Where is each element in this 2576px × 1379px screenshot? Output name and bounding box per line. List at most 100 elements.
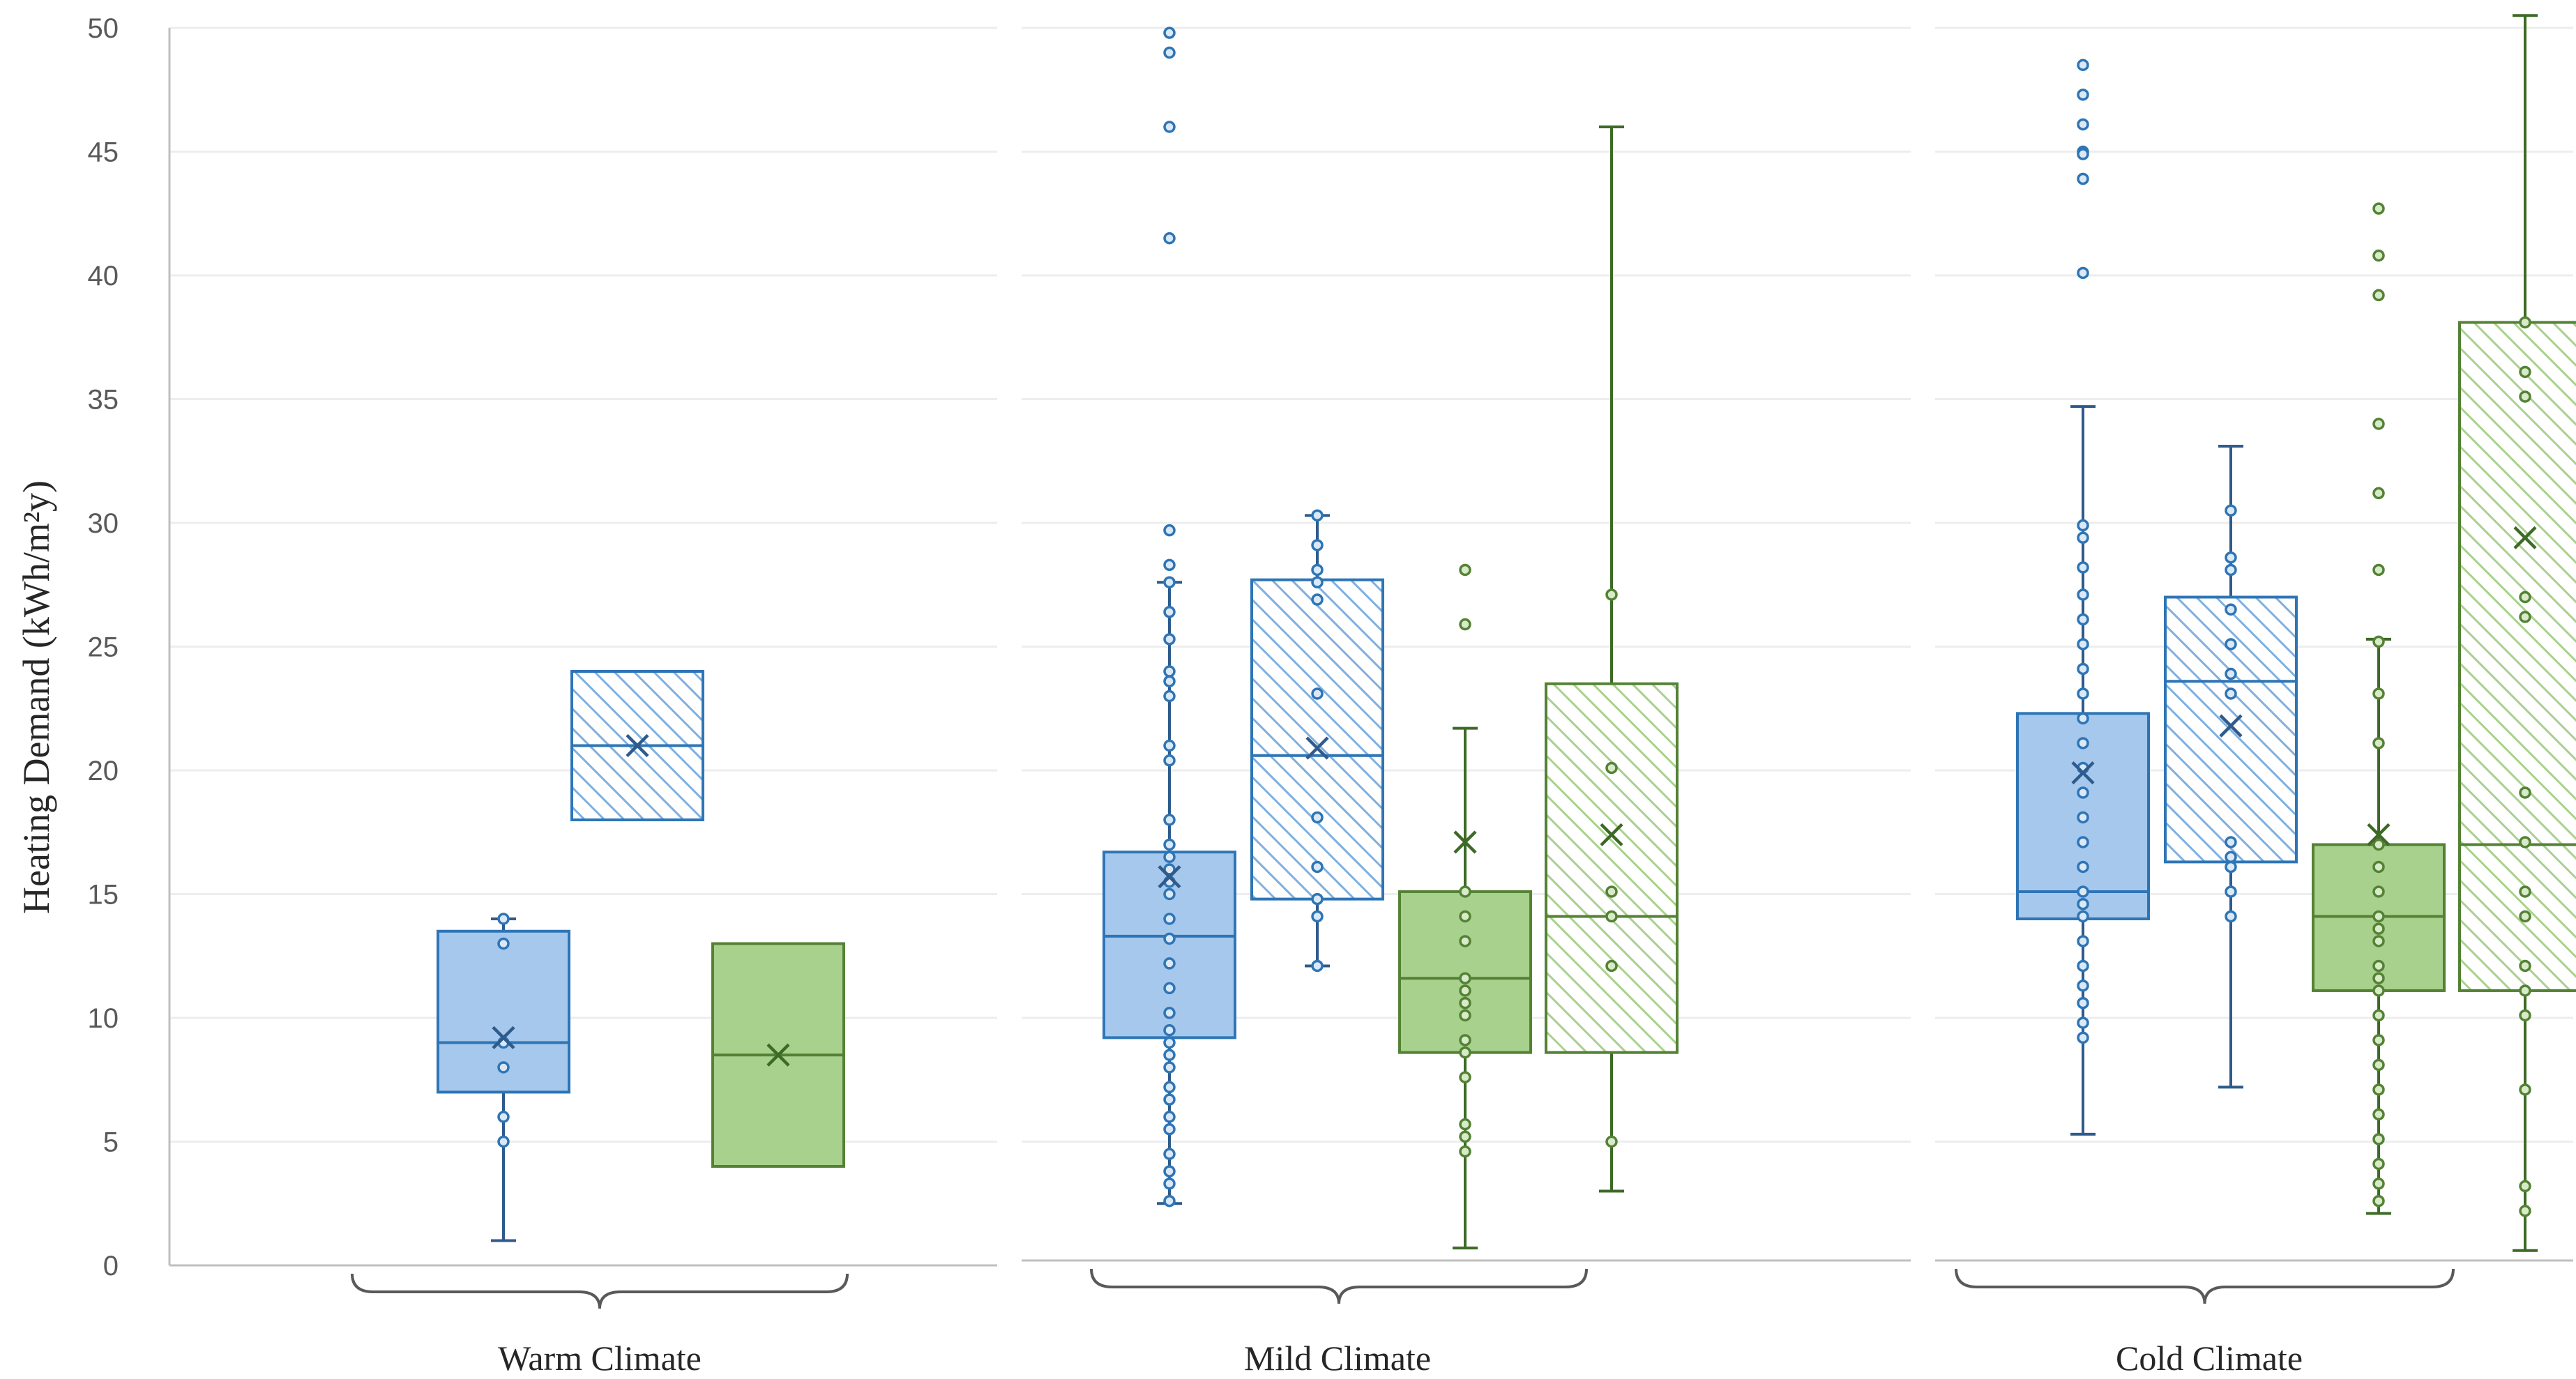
data-point	[2519, 959, 2531, 973]
data-point	[2225, 563, 2237, 577]
data-point	[2077, 148, 2089, 160]
data-point	[2225, 885, 2237, 898]
data-point	[2077, 897, 2089, 911]
data-point	[1605, 761, 1618, 775]
data-point	[2519, 885, 2531, 898]
data-point	[1163, 838, 1176, 851]
data-point	[1163, 814, 1176, 826]
y-tick-label: 20	[88, 756, 119, 786]
data-point	[1459, 1130, 1471, 1143]
data-point	[1163, 232, 1176, 245]
data-point	[1163, 1178, 1176, 1190]
data-point	[1311, 959, 1324, 973]
data-point	[2372, 635, 2385, 648]
data-point	[2372, 910, 2385, 923]
data-point	[1163, 851, 1176, 863]
data-point	[2372, 418, 2385, 430]
data-point	[2372, 487, 2385, 500]
data-point	[2372, 202, 2385, 215]
data-point	[1459, 1009, 1471, 1022]
box-series-blue-hatched	[570, 670, 704, 821]
data-point	[1163, 1036, 1176, 1049]
data-point	[2372, 1058, 2385, 1072]
mean-marker	[2219, 714, 2243, 738]
y-tick-label: 30	[88, 508, 119, 539]
data-point	[2519, 591, 2531, 604]
data-point	[2372, 984, 2385, 997]
data-point	[1311, 811, 1324, 824]
data-point	[1459, 563, 1471, 577]
data-point	[2225, 638, 2237, 650]
data-point	[1163, 1007, 1176, 1019]
data-point	[2225, 910, 2237, 923]
data-point	[2077, 1016, 2089, 1029]
data-point	[2372, 687, 2385, 700]
data-point	[1459, 972, 1471, 984]
data-point	[1163, 887, 1176, 901]
group-label: Cold Climate	[2116, 1339, 2303, 1378]
data-point	[2372, 289, 2385, 302]
data-point	[2077, 172, 2089, 185]
data-point	[2519, 365, 2531, 379]
data-point	[2077, 737, 2089, 749]
data-point	[1605, 588, 1618, 601]
data-point	[2372, 1194, 2385, 1207]
group-braces: Warm Climate Mild Climate Cold Climate	[351, 1268, 2455, 1378]
mean-marker	[2513, 526, 2537, 549]
box-iqr	[2164, 595, 2298, 864]
data-point	[2077, 980, 2089, 992]
data-point	[2077, 935, 2089, 947]
data-point	[1459, 1071, 1471, 1083]
data-point	[2519, 1083, 2531, 1096]
data-point	[1163, 863, 1176, 876]
data-point	[2077, 910, 2089, 923]
data-point	[2372, 1133, 2385, 1145]
data-point	[2519, 1009, 2531, 1022]
data-point	[2077, 786, 2089, 799]
box-iqr	[1250, 578, 1384, 901]
boxes	[437, 14, 2576, 1252]
y-tick-label: 40	[88, 261, 119, 291]
box-series-green-solid	[711, 942, 845, 1168]
data-point	[2372, 1157, 2385, 1171]
box-iqr	[1545, 682, 1679, 1054]
data-point	[1163, 1111, 1176, 1123]
data-point	[1605, 1135, 1618, 1148]
data-point	[1459, 1145, 1471, 1158]
data-point	[1163, 1148, 1176, 1160]
box-series-green-hatched	[1545, 125, 1679, 1193]
data-point	[2077, 531, 2089, 544]
data-point	[1163, 1024, 1176, 1037]
data-point	[2077, 860, 2089, 874]
data-point	[2372, 1083, 2385, 1096]
data-point	[2077, 885, 2089, 898]
y-tick-label: 35	[88, 385, 119, 416]
mean-marker	[1158, 865, 1181, 889]
data-point	[497, 1111, 510, 1123]
data-point	[2077, 959, 2089, 973]
data-point	[2372, 1009, 2385, 1022]
group-brace	[1090, 1268, 1588, 1304]
data-point	[1163, 932, 1176, 945]
data-point	[1605, 885, 1618, 898]
data-point	[1605, 910, 1618, 923]
box-series-blue-solid	[437, 913, 570, 1242]
data-point	[2077, 662, 2089, 676]
y-tick-label: 45	[88, 137, 119, 168]
data-point	[1311, 576, 1324, 588]
group-brace	[1955, 1268, 2455, 1304]
data-point	[2077, 1031, 2089, 1044]
data-point	[2225, 860, 2237, 874]
data-point	[2372, 249, 2385, 262]
data-point	[1163, 690, 1176, 703]
data-point	[1311, 563, 1324, 577]
data-point	[2519, 390, 2531, 403]
data-point	[1311, 910, 1324, 923]
data-point	[1163, 26, 1176, 39]
box-series-blue-solid	[2016, 59, 2150, 1136]
data-point	[1311, 539, 1324, 551]
data-point	[2077, 811, 2089, 824]
data-point	[2077, 836, 2089, 848]
data-point	[1459, 1118, 1471, 1131]
data-point	[1163, 1093, 1176, 1106]
